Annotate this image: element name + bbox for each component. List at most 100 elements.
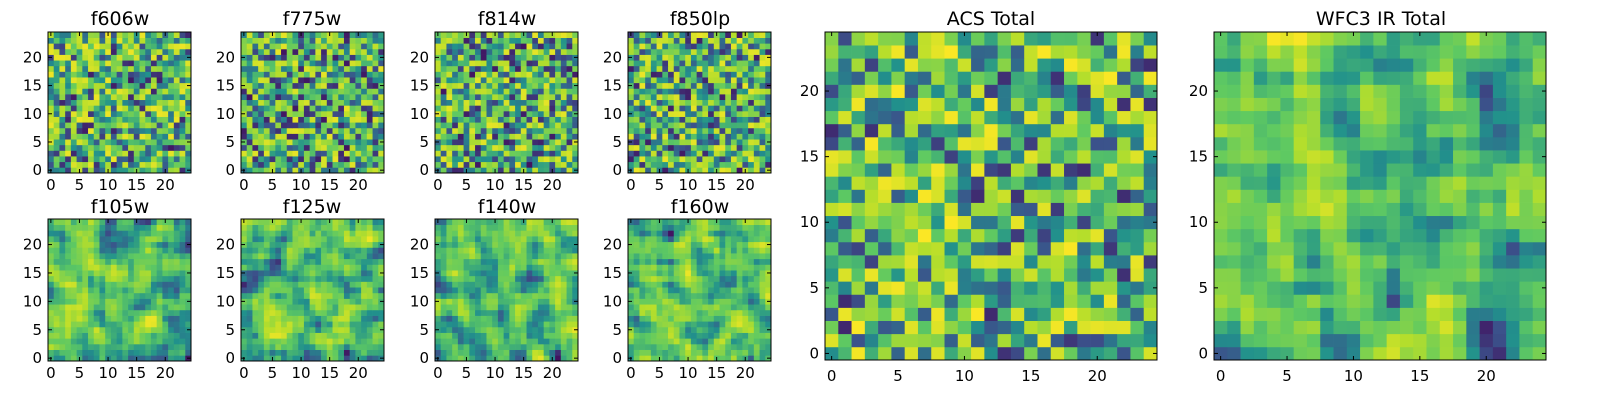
heatmap-cell (241, 236, 248, 243)
heatmap-cell (492, 116, 499, 123)
heatmap-cell (122, 94, 129, 101)
heatmap-cell (509, 270, 516, 277)
heatmap-cell (315, 139, 322, 146)
heatmap-cell (742, 127, 749, 134)
heatmap-cell (321, 99, 328, 106)
heatmap-cell (258, 264, 265, 271)
heatmap-cell (572, 127, 579, 134)
heatmap-cell (673, 99, 680, 106)
heatmap-cell (719, 292, 726, 299)
heatmap-cell (765, 116, 772, 123)
heatmap-cell (241, 105, 248, 112)
heatmap-cell (515, 338, 522, 345)
heatmap-cell (82, 298, 89, 305)
heatmap-cell (156, 236, 163, 243)
heatmap-cell (543, 258, 550, 265)
heatmap-cell (286, 150, 293, 157)
heatmap-cell (480, 247, 487, 254)
heatmap-cell (645, 338, 652, 345)
heatmap-cell (88, 122, 95, 129)
heatmap-cell (309, 127, 316, 134)
heatmap-cell (281, 224, 288, 231)
heatmap-cell (633, 270, 640, 277)
heatmap-cell (269, 94, 276, 101)
heatmap-cell (469, 48, 476, 55)
heatmap-cell (480, 32, 487, 38)
heatmap-cell (168, 32, 175, 38)
heatmap-cell (185, 127, 192, 134)
heatmap-cell (258, 150, 265, 157)
heatmap-cell (343, 247, 351, 254)
heatmap-cell (633, 150, 640, 157)
heatmap-cell (332, 270, 339, 277)
heatmap-cell (99, 355, 106, 362)
heatmap-cell (486, 253, 493, 260)
heatmap-cell (668, 71, 675, 78)
heatmap-cell (366, 309, 373, 316)
heatmap-cell (475, 332, 482, 339)
heatmap-cell (713, 326, 720, 333)
heatmap-cell (355, 224, 362, 231)
heatmap-cell (70, 167, 77, 174)
heatmap-cell (366, 298, 373, 305)
heatmap-cell (537, 71, 545, 78)
heatmap-cell (93, 133, 100, 140)
heatmap-cell (650, 304, 657, 311)
heatmap-cell (93, 127, 100, 134)
heatmap-cell (713, 281, 720, 288)
heatmap-cell (378, 105, 385, 112)
heatmap-cell (53, 88, 60, 95)
heatmap-cell (315, 99, 322, 106)
heatmap-cell (673, 144, 680, 151)
heatmap-cell (679, 332, 686, 339)
heatmap-cell (309, 338, 316, 345)
heatmap-cell (326, 60, 333, 67)
heatmap-cell (515, 116, 522, 123)
heatmap-cell (566, 99, 573, 106)
heatmap-cell (116, 275, 123, 282)
heatmap-cell (53, 150, 60, 157)
heatmap-cell (656, 343, 663, 350)
heatmap-cell (99, 258, 106, 265)
heatmap-cell (168, 139, 175, 146)
heatmap-cell (503, 241, 510, 248)
heatmap-cell (537, 82, 545, 89)
heatmap-cell (332, 247, 339, 254)
heatmap-cell (309, 241, 316, 248)
heatmap-cell (309, 94, 316, 101)
heatmap-cell (662, 54, 669, 61)
heatmap-cell (492, 37, 499, 44)
heatmap-cell (440, 99, 447, 106)
heatmap-cell (515, 349, 522, 356)
heatmap-cell (355, 99, 362, 106)
heatmap-cell (281, 88, 288, 95)
heatmap-cell (258, 88, 265, 95)
heatmap-cell (281, 139, 288, 146)
heatmap-cell (76, 275, 83, 282)
heatmap-cell (185, 264, 192, 271)
heatmap-cell (543, 167, 550, 174)
heatmap-cell (696, 292, 703, 299)
heatmap-cell (110, 82, 117, 89)
heatmap-cell (650, 156, 657, 163)
heatmap-cell (321, 94, 328, 101)
x-tick-label: 5 (655, 176, 665, 194)
heatmap-cell (440, 241, 447, 248)
heatmap-cell (543, 287, 550, 294)
heatmap-cell (753, 110, 760, 117)
heatmap-cell (185, 292, 192, 299)
heatmap-cell (173, 82, 180, 89)
heatmap-cell (99, 321, 106, 328)
heatmap-cell (509, 349, 516, 356)
heatmap-cell (440, 65, 447, 72)
heatmap-cell (343, 54, 351, 61)
heatmap-cell (133, 315, 140, 322)
heatmap-cell (475, 156, 482, 163)
heatmap-cell (463, 230, 470, 237)
heatmap-cell (338, 43, 345, 50)
heatmap-cell (252, 48, 259, 55)
heatmap-cell (76, 292, 83, 299)
heatmap-cell (145, 65, 152, 72)
heatmap-cell (560, 150, 567, 157)
